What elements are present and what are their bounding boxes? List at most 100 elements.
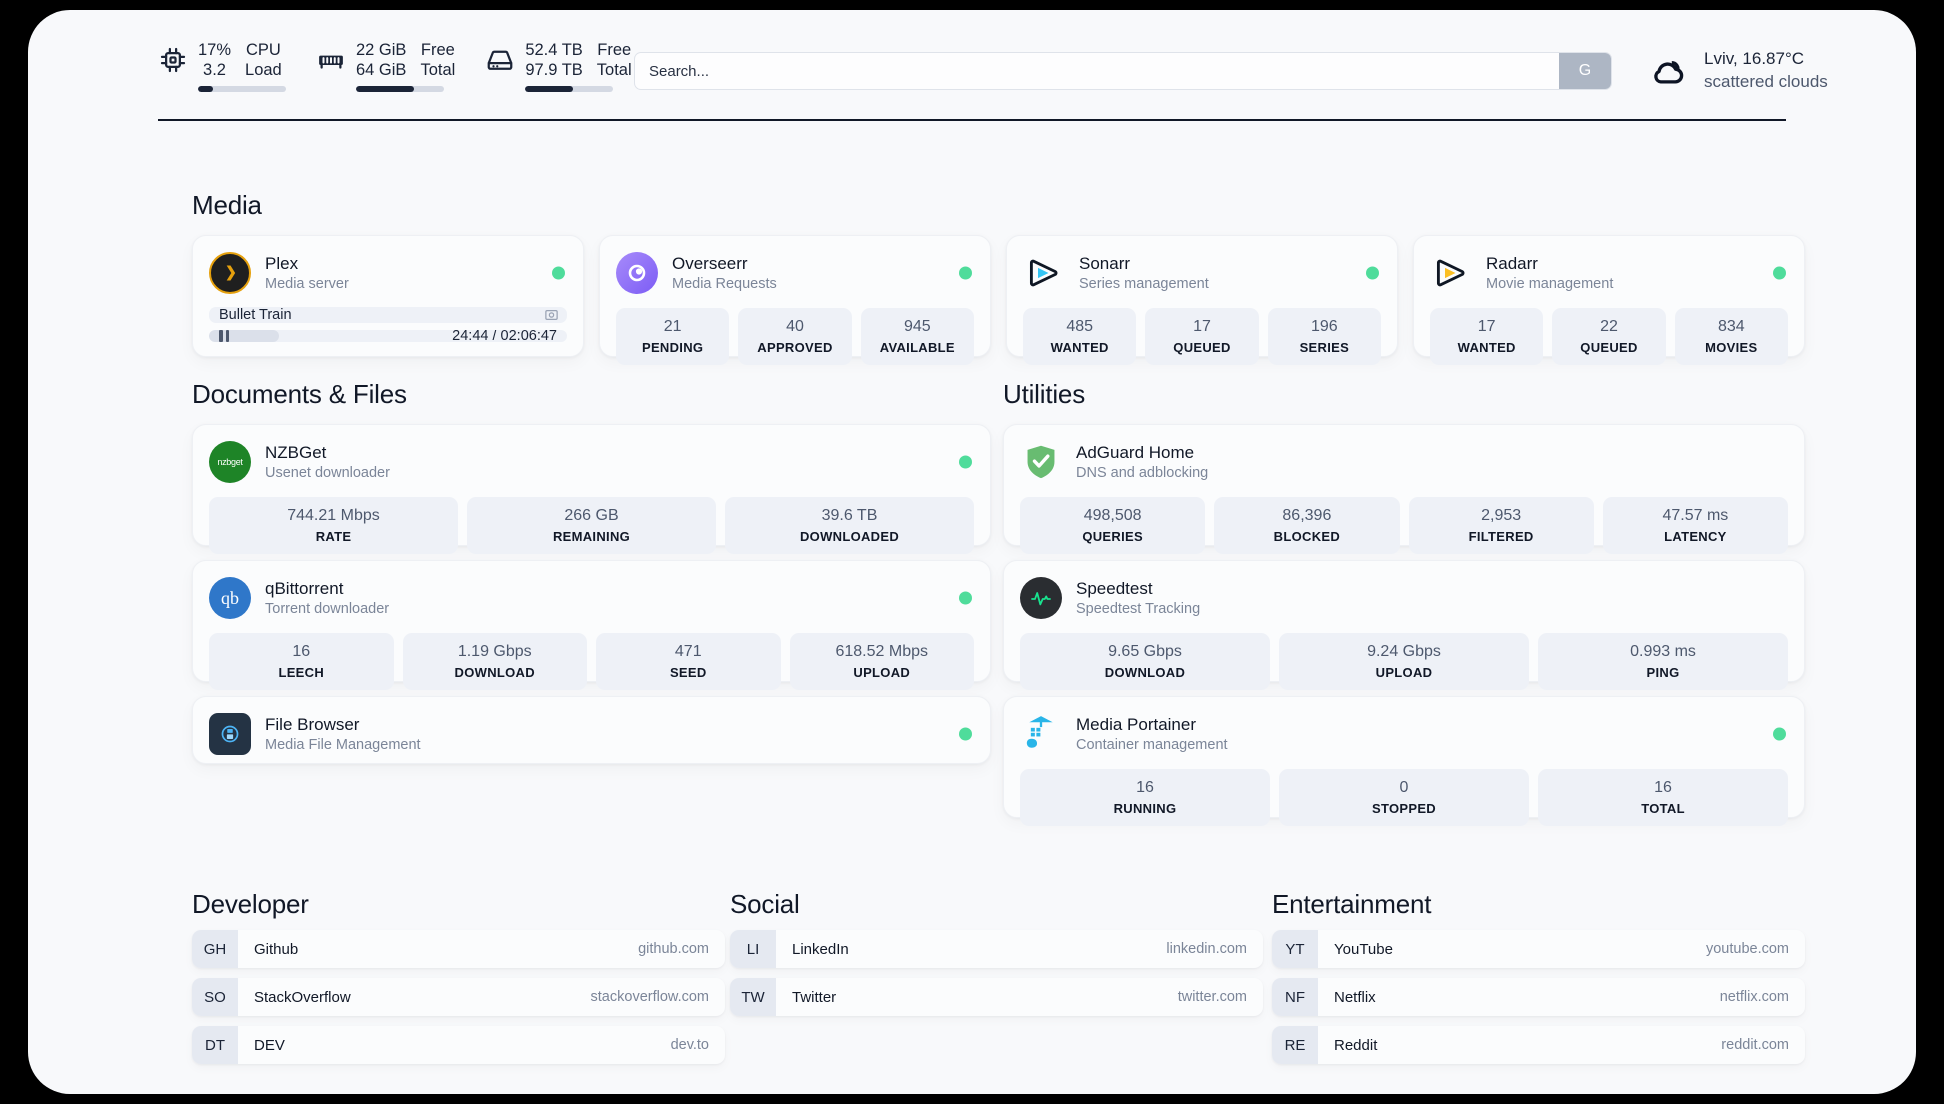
- bookmark-list-social: LI LinkedIn linkedin.com TW Twitter twit…: [730, 930, 1263, 1016]
- stat-label: FILTERED: [1468, 529, 1534, 544]
- stat-tile: 17 WANTED: [1430, 308, 1544, 365]
- card-portainer[interactable]: Media Portainer Container management 16 …: [1003, 696, 1805, 826]
- stat-tile: 9.65 Gbps DOWNLOAD: [1020, 633, 1270, 690]
- stat-tile: 471 SEED: [596, 633, 781, 690]
- stat-value: 21: [663, 318, 682, 335]
- card-title: File Browser: [265, 714, 360, 734]
- weather-widget[interactable]: Lviv, 16.87°C scattered clouds: [1648, 48, 1828, 93]
- stat-value: 945: [903, 318, 931, 335]
- stat-label: LATENCY: [1664, 529, 1727, 544]
- top-bar: 17% 3.2 CPU Load: [28, 10, 1916, 120]
- bookmark-name: LinkedIn: [792, 940, 849, 958]
- card-header: Plex Media server: [209, 252, 567, 294]
- card-subtitle: Media server: [265, 275, 349, 292]
- bookmark-item-stackoverflow[interactable]: SO StackOverflow stackoverflow.com: [192, 978, 725, 1016]
- stat-label: BLOCKED: [1273, 529, 1341, 544]
- stat-value: 22: [1600, 318, 1618, 335]
- search-input[interactable]: [635, 53, 1559, 89]
- stat-value: 16: [1654, 779, 1672, 796]
- pause-icon[interactable]: [219, 330, 229, 342]
- card-title: NZBGet: [265, 442, 327, 462]
- status-dot: [959, 727, 972, 741]
- bookmark-item-netflix[interactable]: NF Netflix netflix.com: [1272, 978, 1805, 1016]
- card-sonarr[interactable]: Sonarr Series management 485 WANTED 17 Q…: [1006, 235, 1398, 365]
- status-dot: [959, 591, 972, 605]
- stat-value: 618.52 Mbps: [835, 643, 928, 660]
- plex-icon: [209, 252, 251, 294]
- stat-tile: 9.24 Gbps UPLOAD: [1279, 633, 1529, 690]
- bookmark-item-linkedin[interactable]: LI LinkedIn linkedin.com: [730, 930, 1263, 968]
- card-header: AdGuard Home DNS and adblocking: [1020, 441, 1788, 483]
- section-title-documents: Documents & Files: [192, 379, 407, 409]
- bookmark-item-dev[interactable]: DT DEV dev.to: [192, 1026, 725, 1064]
- cpu-icon: [158, 45, 188, 75]
- stat-value: 17: [1477, 318, 1496, 335]
- bookmark-badge: LI: [730, 930, 776, 968]
- card-radarr[interactable]: Radarr Movie management 17 WANTED 22 QUE…: [1413, 235, 1805, 365]
- bookmark-url: netflix.com: [1719, 989, 1789, 1005]
- system-metric-disk: 52.4 TB 97.9 TB Free Total: [485, 40, 632, 92]
- stat-label: MOVIES: [1705, 340, 1758, 355]
- stats-row: 744.21 Mbps RATE 266 GB REMAINING 39.6 T…: [209, 497, 974, 554]
- bookmark-badge: GH: [192, 930, 238, 968]
- status-dot: [959, 266, 972, 280]
- section-title-utilities: Utilities: [1003, 379, 1085, 409]
- sonarr-icon: [1023, 252, 1065, 294]
- system-metrics: 17% 3.2 CPU Load: [158, 40, 632, 92]
- card-subtitle: Series management: [1079, 275, 1209, 292]
- stat-value: 0: [1399, 779, 1409, 796]
- card-adguard[interactable]: AdGuard Home DNS and adblocking 498,508 …: [1003, 424, 1805, 554]
- bookmark-item-youtube[interactable]: YT YouTube youtube.com: [1272, 930, 1805, 968]
- bookmark-item-twitter[interactable]: TW Twitter twitter.com: [730, 978, 1263, 1016]
- stat-label: DOWNLOAD: [454, 665, 535, 680]
- cpu-usage-value: 17%: [198, 41, 232, 59]
- card-overseerr[interactable]: Overseerr Media Requests 21 PENDING 40 A…: [599, 235, 991, 365]
- now-playing-progress[interactable]: 24:44 / 02:06:47: [209, 330, 567, 342]
- qbittorrent-icon: qb: [209, 577, 251, 619]
- bookmark-url: reddit.com: [1721, 1037, 1789, 1053]
- disk-usage-bar: [525, 86, 614, 92]
- card-qbittorrent[interactable]: qb qBittorrent Torrent downloader 16 LEE…: [192, 560, 991, 690]
- nzbget-icon: nzbget: [209, 441, 251, 483]
- stat-tile: 744.21 Mbps RATE: [209, 497, 458, 554]
- bookmark-url: linkedin.com: [1166, 941, 1247, 957]
- stat-value: 9.65 Gbps: [1108, 643, 1182, 660]
- card-subtitle: Torrent downloader: [265, 600, 390, 617]
- status-dot: [1366, 266, 1379, 280]
- bookmark-badge: SO: [192, 978, 238, 1016]
- bookmark-badge: DT: [192, 1026, 238, 1064]
- stat-tile: 498,508 QUERIES: [1020, 497, 1206, 554]
- adguard-icon: [1020, 441, 1062, 483]
- bookmark-url: youtube.com: [1705, 941, 1789, 957]
- stat-label: SEED: [669, 665, 707, 680]
- weather-temperature: Lviv, 16.87°C: [1704, 49, 1805, 68]
- disk-free-value: 52.4 TB: [525, 41, 583, 59]
- overseerr-icon: [616, 252, 658, 294]
- stat-value: 86,396: [1282, 507, 1332, 524]
- bookmark-name: Netflix: [1334, 988, 1376, 1006]
- stat-value: 834: [1717, 318, 1745, 335]
- bookmark-badge: YT: [1272, 930, 1318, 968]
- memory-free-value: 22 GiB: [356, 41, 407, 59]
- stat-tile: 2,953 FILTERED: [1408, 497, 1594, 554]
- search-bar[interactable]: G: [634, 52, 1612, 90]
- card-title: Plex: [265, 253, 299, 273]
- stat-value: 47.57 ms: [1662, 507, 1729, 524]
- stats-row: 16 RUNNING 0 STOPPED 16 TOTAL: [1020, 769, 1788, 826]
- stat-tile: 22 QUEUED: [1552, 308, 1666, 365]
- card-plex[interactable]: Plex Media server Bullet Train 24:44 / 0…: [192, 235, 584, 357]
- search-engine-button[interactable]: G: [1559, 53, 1611, 89]
- stat-label: UPLOAD: [853, 665, 911, 680]
- stat-label: STOPPED: [1372, 801, 1436, 816]
- stat-tile: 0.993 ms PING: [1538, 633, 1788, 690]
- stat-tile: 266 GB REMAINING: [467, 497, 716, 554]
- card-nzbget[interactable]: nzbget NZBGet Usenet downloader 744.21 M…: [192, 424, 991, 554]
- stat-tile: 0 STOPPED: [1279, 769, 1529, 826]
- bookmark-item-github[interactable]: GH Github github.com: [192, 930, 725, 968]
- cast-icon[interactable]: [544, 308, 559, 323]
- bookmark-item-reddit[interactable]: RE Reddit reddit.com: [1272, 1026, 1805, 1064]
- stats-row: 485 WANTED 17 QUEUED 196 SERIES: [1023, 308, 1381, 365]
- card-filebrowser[interactable]: File Browser Media File Management: [192, 696, 991, 764]
- cpu-label-top: CPU: [245, 41, 281, 59]
- card-speedtest[interactable]: Speedtest Speedtest Tracking 9.65 Gbps D…: [1003, 560, 1805, 690]
